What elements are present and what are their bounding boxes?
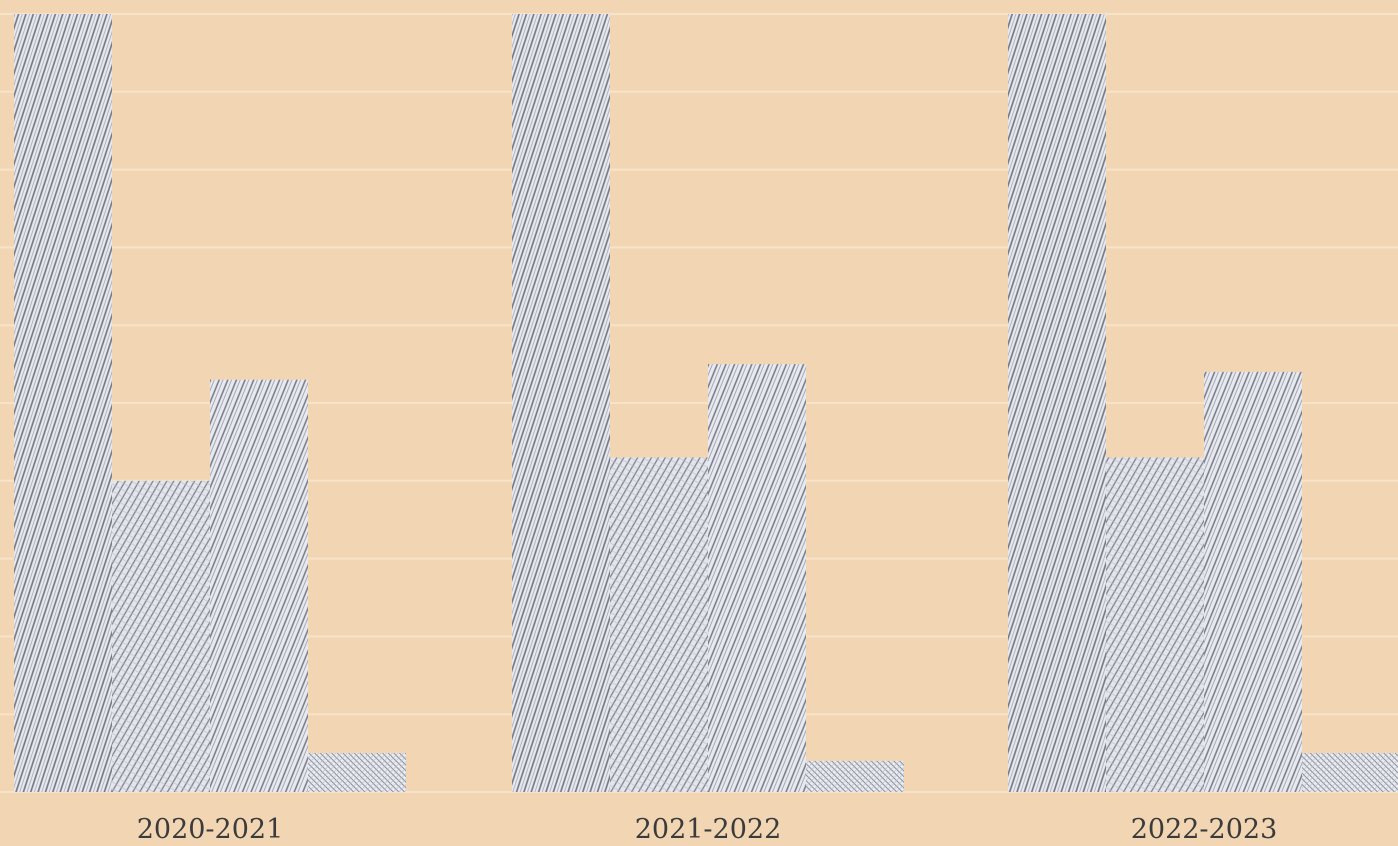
bar-2021-2022-s2	[610, 457, 708, 792]
bar-2020-2021-s1	[14, 14, 112, 792]
category-label: 2021-2022	[635, 814, 782, 845]
bar-2021-2022-s1	[512, 14, 610, 792]
bar-2022-2023-s4	[1302, 753, 1398, 792]
bars	[14, 14, 1398, 792]
bar-2021-2022-s4	[806, 760, 904, 792]
bar-2020-2021-s4	[308, 753, 406, 792]
category-label: 2022-2023	[1131, 814, 1278, 845]
bar-2022-2023-s1	[1008, 14, 1106, 792]
bar-2022-2023-s2	[1106, 457, 1204, 792]
category-labels: 2020-2021 2021-2022 2022-2023	[137, 814, 1278, 845]
bar-2021-2022-s3	[708, 364, 806, 792]
category-label: 2020-2021	[137, 814, 284, 845]
bar-2022-2023-s3	[1204, 371, 1302, 792]
bar-2020-2021-s2	[112, 480, 210, 792]
bar-2020-2021-s3	[210, 379, 308, 792]
